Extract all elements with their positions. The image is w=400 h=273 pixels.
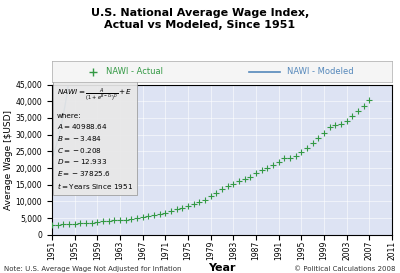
Point	[219, 187, 225, 191]
Point	[174, 207, 180, 212]
Point	[236, 179, 242, 183]
Text: U.S. National Average Wage Index,
Actual vs Modeled, Since 1951: U.S. National Average Wage Index, Actual…	[91, 8, 309, 30]
Point	[338, 122, 344, 126]
Point	[230, 182, 236, 186]
Point	[111, 218, 118, 223]
Point	[332, 123, 338, 127]
Point	[253, 171, 259, 176]
Point	[140, 215, 146, 219]
Point	[190, 202, 197, 206]
Point	[208, 194, 214, 199]
Point	[49, 223, 55, 228]
Point	[349, 114, 356, 118]
Point	[298, 150, 304, 155]
Point	[355, 109, 361, 114]
Point	[321, 131, 327, 135]
Point	[366, 98, 372, 102]
Point	[77, 221, 84, 225]
Text: NAWI - Modeled: NAWI - Modeled	[286, 67, 353, 76]
Point	[242, 176, 248, 181]
Point	[281, 156, 288, 161]
Text: Note: U.S. Average Wage Not Adjusted for Inflation: Note: U.S. Average Wage Not Adjusted for…	[4, 266, 182, 272]
Point	[179, 206, 186, 210]
Point	[151, 213, 157, 217]
Y-axis label: Average Wage [$USD]: Average Wage [$USD]	[4, 110, 13, 210]
Point	[264, 165, 270, 170]
Point	[60, 222, 66, 227]
Point	[94, 220, 100, 224]
Point	[145, 214, 152, 218]
Point	[122, 217, 129, 222]
Point	[287, 155, 293, 160]
Point	[344, 119, 350, 123]
Point	[185, 204, 191, 208]
Point	[258, 168, 265, 173]
Point	[66, 222, 72, 226]
Point	[224, 184, 231, 188]
Point	[276, 160, 282, 164]
Point	[83, 220, 89, 225]
Point	[106, 219, 112, 223]
Point	[72, 222, 78, 226]
Point	[196, 200, 202, 204]
Point	[310, 141, 316, 146]
Point	[100, 219, 106, 224]
Point	[326, 125, 333, 130]
X-axis label: Year: Year	[208, 263, 236, 273]
Point	[128, 217, 134, 221]
Point	[168, 209, 174, 213]
Point	[156, 212, 163, 216]
Point	[360, 104, 367, 108]
Point	[315, 136, 322, 141]
Point	[54, 223, 61, 227]
Text: $NAWI = \frac{A}{\left(1+e^{B-Ct}\right)^{D}} + E$

where:
$A = 40988.64$
$B = -: $NAWI = \frac{A}{\left(1+e^{B-Ct}\right)…	[57, 87, 133, 191]
Point	[134, 216, 140, 221]
Point	[162, 211, 168, 215]
Point	[247, 175, 254, 179]
Point	[304, 146, 310, 150]
Point	[202, 197, 208, 202]
Point	[88, 220, 95, 225]
Text: NAWI - Actual: NAWI - Actual	[106, 67, 164, 76]
Point	[270, 162, 276, 167]
Point	[117, 218, 123, 222]
Point	[213, 191, 220, 195]
Point	[292, 153, 299, 158]
Text: © Political Calculations 2008: © Political Calculations 2008	[294, 266, 396, 272]
